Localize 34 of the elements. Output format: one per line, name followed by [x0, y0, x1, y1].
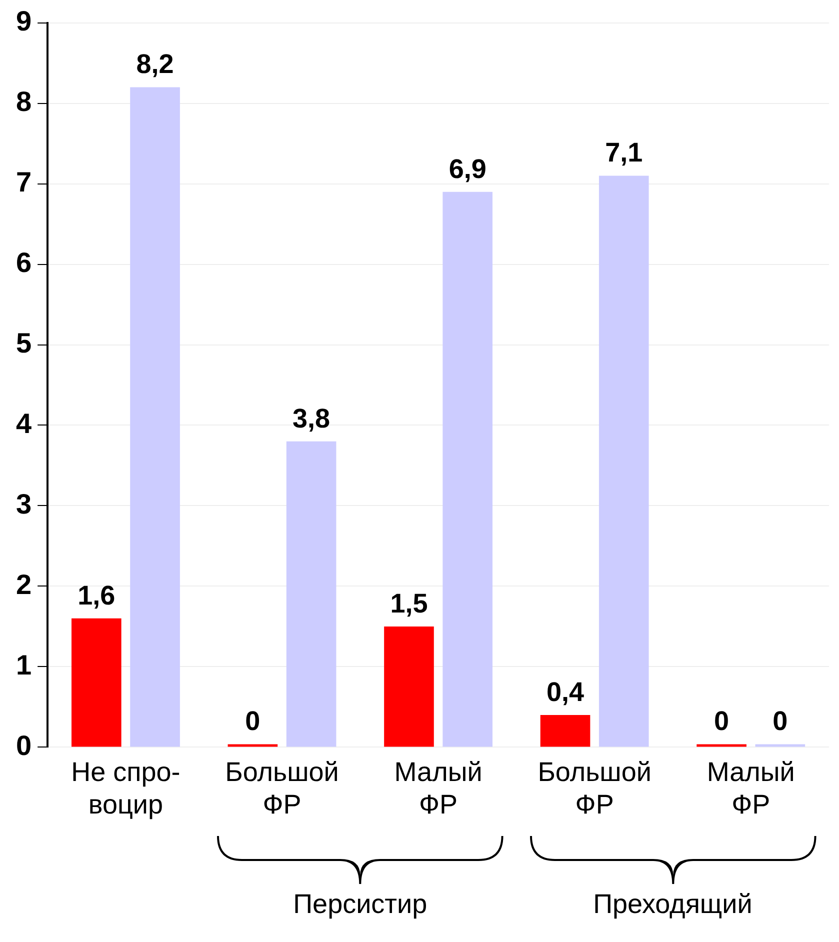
- text: Преходящий: [593, 889, 752, 920]
- text: Персистир: [293, 889, 428, 920]
- y-tick-label: 9: [16, 6, 32, 37]
- bar: [384, 626, 434, 747]
- data-label: 0,4: [546, 676, 584, 707]
- bar: [286, 441, 336, 747]
- data-label: 3,8: [292, 403, 330, 434]
- data-label: 1,5: [390, 588, 428, 618]
- x-tick-label: Малый ФР: [706, 756, 795, 820]
- y-tick-label: 5: [16, 327, 32, 358]
- data-label: 0: [714, 706, 730, 736]
- bar: [130, 87, 180, 747]
- y-tick-label: 1: [16, 649, 32, 680]
- x-tick-label: Большой ФР: [538, 756, 652, 820]
- data-label: 0: [245, 706, 260, 736]
- x-tick-label: Не спро- воцир: [71, 756, 180, 820]
- data-label: 6,9: [448, 154, 486, 184]
- bar: [540, 715, 590, 747]
- data-label: 1,6: [78, 580, 116, 610]
- x-tick-label: Малый ФР: [394, 756, 482, 820]
- y-tick-label: 8: [16, 86, 32, 118]
- y-tick-label: 6: [16, 246, 32, 278]
- y-tick-label: 2: [16, 568, 32, 600]
- bar: [598, 176, 649, 747]
- y-tick-label: 0: [16, 730, 32, 761]
- data-label: 8,2: [136, 49, 174, 80]
- y-tick-label: 7: [16, 166, 32, 198]
- bar: [442, 192, 492, 747]
- data-label: 7,1: [605, 138, 643, 168]
- y-tick-label: 3: [16, 488, 32, 520]
- bar: [72, 618, 122, 747]
- y-tick-label: 4: [16, 408, 32, 439]
- x-tick-label: Большой ФР: [225, 756, 339, 820]
- data-label: 0: [772, 706, 788, 736]
